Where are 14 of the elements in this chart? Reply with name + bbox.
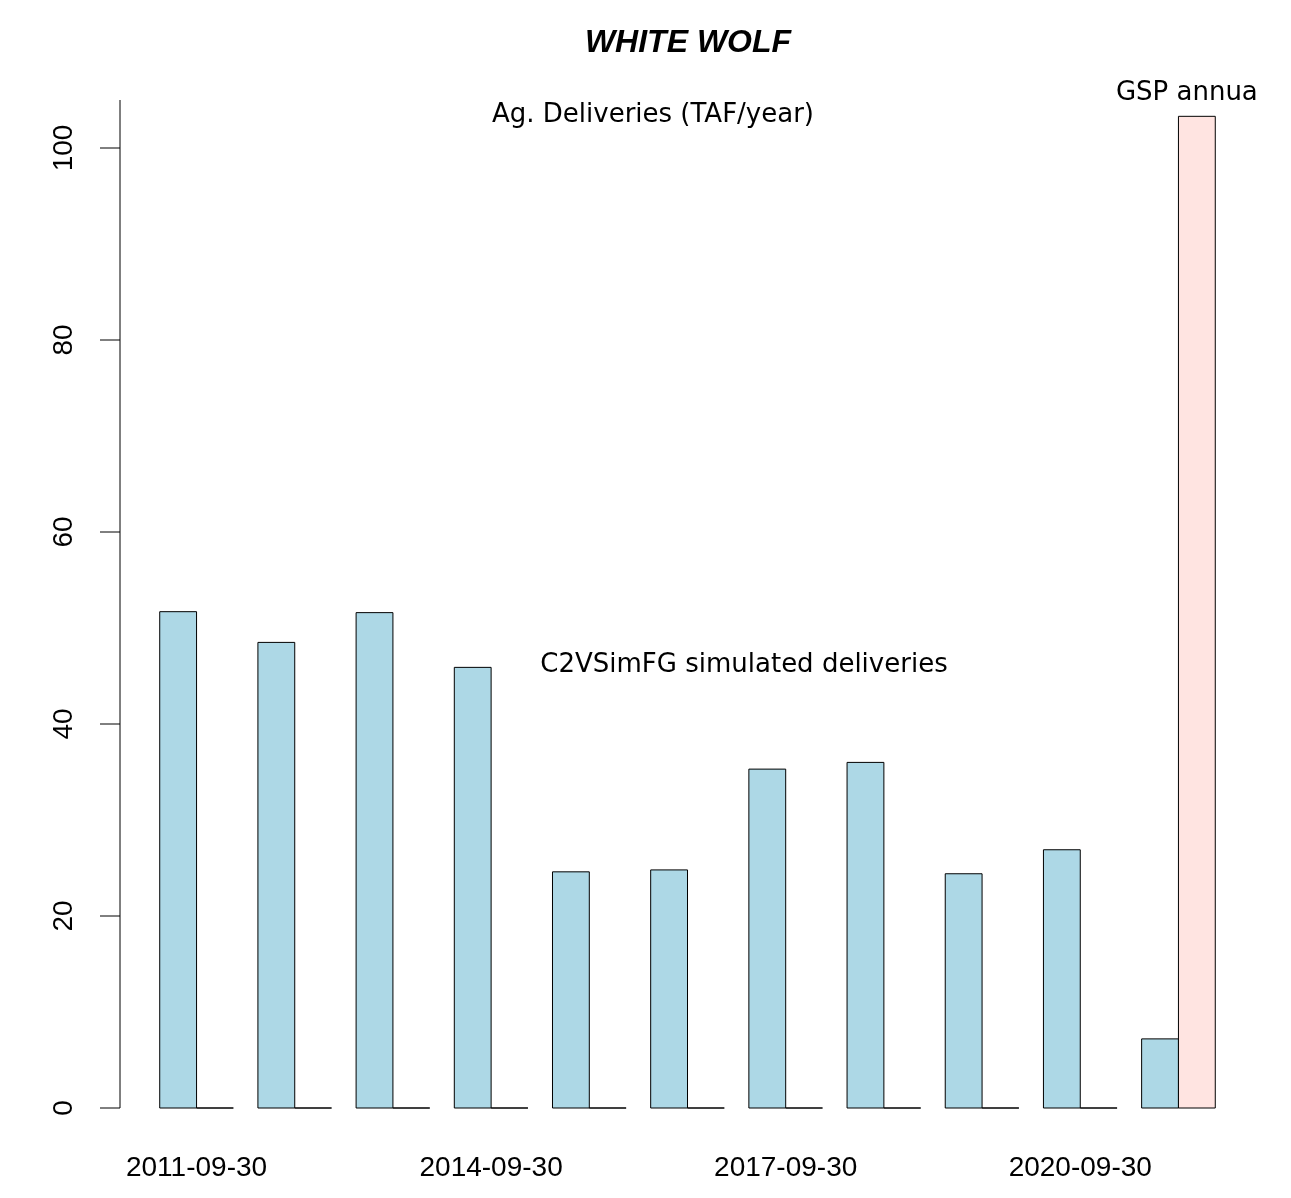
y-tick-label: 80 [47, 324, 78, 356]
chart-subtitle: Ag. Deliveries (TAF/year) [491, 98, 815, 128]
x-tick-label: 2017-09-30 [714, 1151, 858, 1182]
y-tick-label: 60 [47, 516, 78, 548]
y-tick-label: 40 [47, 708, 78, 740]
x-tick-label: 2014-09-30 [419, 1151, 563, 1182]
y-tick-label: 20 [47, 900, 78, 932]
series-label: C2VSimFG simulated deliveries [540, 648, 948, 679]
y-tick-label: 100 [47, 124, 78, 172]
x-tick-label: 2011-09-30 [125, 1151, 268, 1182]
x-tick-label: 2020-09-30 [1008, 1151, 1152, 1182]
series-label: GSP annua [1115, 76, 1258, 107]
chart-title: WHITE WOLF [584, 23, 793, 59]
y-tick-label: 0 [47, 1100, 78, 1116]
